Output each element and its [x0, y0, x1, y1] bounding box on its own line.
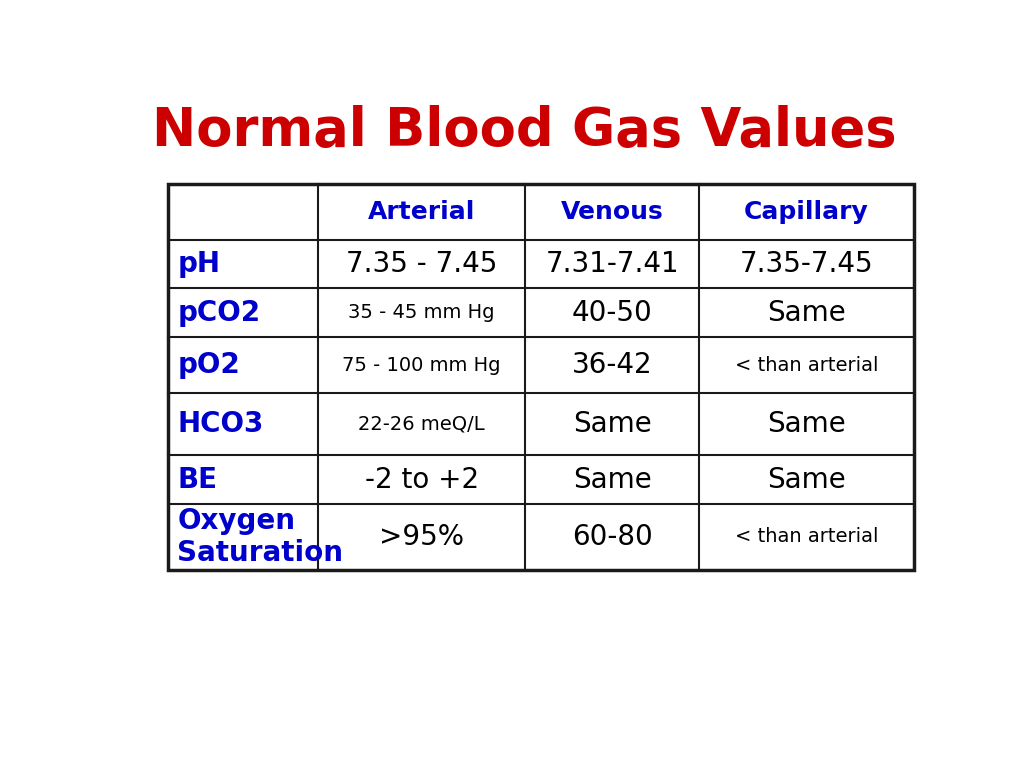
Text: Same: Same — [767, 299, 846, 326]
Text: 75 - 100 mm Hg: 75 - 100 mm Hg — [342, 356, 501, 375]
Text: -2 to +2: -2 to +2 — [365, 465, 478, 494]
Bar — [168, 184, 913, 570]
Text: 35 - 45 mm Hg: 35 - 45 mm Hg — [348, 303, 495, 323]
Text: Oxygen
Saturation: Oxygen Saturation — [177, 507, 343, 567]
Text: BE: BE — [177, 465, 217, 494]
Text: Venous: Venous — [561, 200, 664, 224]
Text: 22-26 meQ/L: 22-26 meQ/L — [358, 415, 485, 434]
Text: 7.35-7.45: 7.35-7.45 — [739, 250, 873, 278]
Text: 7.31-7.41: 7.31-7.41 — [546, 250, 679, 278]
Text: Same: Same — [767, 410, 846, 439]
Text: pCO2: pCO2 — [177, 299, 260, 326]
Text: >95%: >95% — [379, 523, 464, 551]
Text: Same: Same — [572, 410, 651, 439]
Text: 36-42: 36-42 — [571, 351, 652, 379]
Text: 40-50: 40-50 — [571, 299, 652, 326]
Text: 60-80: 60-80 — [571, 523, 652, 551]
Text: Same: Same — [767, 465, 846, 494]
Text: pO2: pO2 — [177, 351, 240, 379]
Text: Normal Blood Gas Values: Normal Blood Gas Values — [153, 104, 897, 157]
Text: Same: Same — [572, 465, 651, 494]
Text: Arterial: Arterial — [368, 200, 475, 224]
Text: 7.35 - 7.45: 7.35 - 7.45 — [346, 250, 498, 278]
Text: < than arterial: < than arterial — [735, 528, 879, 546]
Text: HCO3: HCO3 — [177, 410, 263, 439]
Text: < than arterial: < than arterial — [735, 356, 879, 375]
Text: Capillary: Capillary — [744, 200, 869, 224]
Text: pH: pH — [177, 250, 220, 278]
